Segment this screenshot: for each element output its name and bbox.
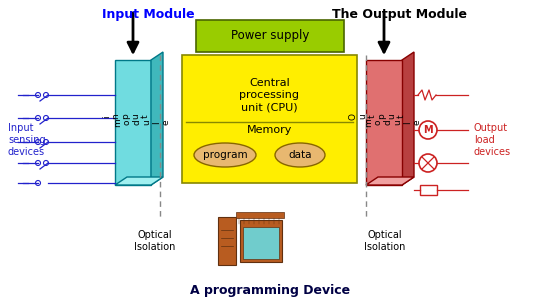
Text: i
n
p
u
t: i n p u t xyxy=(102,113,150,119)
Text: Output
load
devices: Output load devices xyxy=(474,122,511,157)
Bar xyxy=(218,217,236,265)
Bar xyxy=(182,55,357,183)
Circle shape xyxy=(419,154,437,172)
Text: Optical
Isolation: Optical Isolation xyxy=(364,230,406,252)
Polygon shape xyxy=(115,177,163,185)
Circle shape xyxy=(419,121,437,139)
Text: A programming Device: A programming Device xyxy=(190,284,350,297)
Ellipse shape xyxy=(275,143,325,167)
Text: Input Module: Input Module xyxy=(102,8,195,21)
Bar xyxy=(236,212,284,218)
Text: data: data xyxy=(288,150,312,160)
Text: Power supply: Power supply xyxy=(231,30,309,43)
Text: m
o
d
u
l
e: m o d u l e xyxy=(364,118,422,127)
Bar xyxy=(115,60,151,185)
Text: m
o
d
u
l
e: m o d u l e xyxy=(114,118,171,127)
Bar xyxy=(240,220,282,262)
Text: The Output Module: The Output Module xyxy=(332,8,467,21)
Text: Optical
Isolation: Optical Isolation xyxy=(134,230,176,252)
Text: M: M xyxy=(423,125,433,135)
FancyBboxPatch shape xyxy=(196,20,344,52)
Text: Memory: Memory xyxy=(247,125,292,135)
Bar xyxy=(420,185,437,195)
Text: O
u
t
p
u
t: O u t p u t xyxy=(348,113,406,120)
Polygon shape xyxy=(366,177,414,185)
Polygon shape xyxy=(151,52,163,185)
Text: Central
processing
unit (CPU): Central processing unit (CPU) xyxy=(240,77,300,112)
Bar xyxy=(243,227,279,259)
Bar xyxy=(366,60,402,185)
Text: program: program xyxy=(203,150,247,160)
Ellipse shape xyxy=(194,143,256,167)
Polygon shape xyxy=(402,52,414,185)
Text: Input
sensing
devices: Input sensing devices xyxy=(8,122,46,157)
